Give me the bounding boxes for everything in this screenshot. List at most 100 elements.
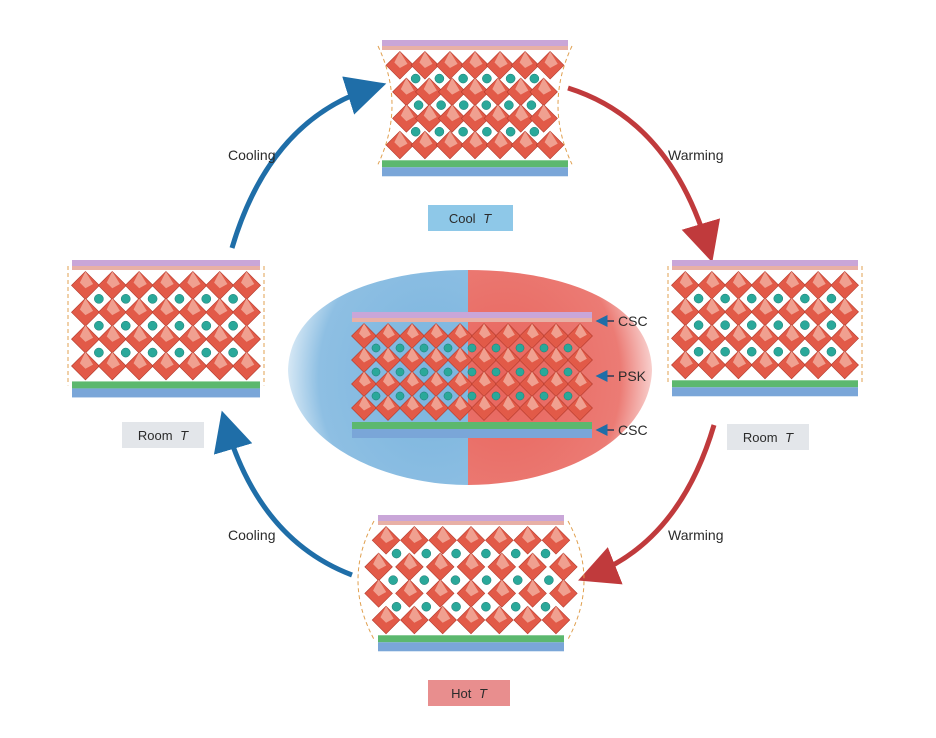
octahedron-highlight (187, 325, 201, 342)
strain-guide-left (357, 520, 375, 640)
octahedron-highlight (419, 131, 433, 148)
cation (443, 367, 453, 377)
cation (371, 367, 381, 377)
cation (505, 73, 516, 84)
octahedron-highlight (465, 606, 479, 623)
octahedron-highlight (214, 325, 228, 342)
octahedron-highlight (494, 131, 508, 148)
octahedron-highlight (383, 395, 395, 411)
cation (147, 320, 158, 331)
cation (720, 346, 730, 357)
octahedron-highlight (527, 347, 539, 363)
octahedron-highlight (106, 325, 120, 342)
octahedron-highlight (373, 553, 387, 570)
octahedron-highlight (515, 104, 529, 122)
octahedron-highlight (380, 606, 394, 623)
octahedron-highlight (503, 371, 515, 387)
top-contact-layer (672, 266, 858, 270)
cation (451, 548, 461, 559)
cation (419, 343, 429, 353)
state-tag-cool: Cool T (428, 205, 513, 231)
transport-layer (672, 380, 858, 388)
cation (147, 294, 158, 304)
cation (458, 126, 468, 137)
octahedron-highlight (551, 371, 563, 387)
cation (228, 294, 238, 304)
device-room-right (667, 260, 863, 397)
cation (451, 601, 461, 612)
octahedron-highlight (527, 323, 539, 339)
octahedron-highlight (214, 298, 228, 316)
octahedron-highlight (493, 526, 507, 544)
octahedron-highlight (732, 324, 747, 342)
octahedron-highlight (706, 298, 720, 315)
cation (458, 73, 468, 84)
cation (419, 575, 430, 585)
octahedron-highlight (444, 131, 458, 148)
octahedron-highlight (679, 271, 693, 289)
cation (174, 347, 185, 358)
octahedron-highlight (557, 553, 571, 570)
cation (482, 126, 492, 137)
cation (410, 73, 421, 84)
octahedron-highlight (133, 352, 147, 369)
octahedron-highlight (455, 371, 467, 387)
cation (529, 126, 540, 137)
octahedron-highlight (786, 324, 800, 342)
cation (563, 367, 573, 377)
octahedron-highlight (812, 324, 826, 342)
octahedron-highlight (544, 131, 558, 148)
cation (510, 548, 521, 559)
cation (94, 320, 104, 331)
octahedron-highlight (455, 323, 467, 339)
octahedron-highlight (359, 371, 371, 387)
cation (512, 575, 523, 585)
octahedron-highlight (431, 371, 443, 387)
octahedron-highlight (759, 351, 773, 368)
octahedron-highlight (519, 131, 533, 148)
octahedron-highlight (839, 271, 853, 289)
octahedron-highlight (538, 78, 552, 95)
strain-guide-right (567, 520, 585, 640)
state-tag-cool-word: Cool (449, 211, 476, 226)
cation (94, 347, 104, 358)
cation (491, 391, 501, 401)
cation (482, 73, 492, 84)
strain-guide-right (557, 45, 573, 165)
octahedron-highlight (407, 323, 419, 339)
warming-label-top: Warming (668, 147, 724, 163)
octahedron-highlight (407, 371, 419, 387)
cation (467, 391, 477, 401)
octahedron-highlight (759, 298, 773, 315)
svg-text:Room T: Room T (138, 428, 189, 443)
cation (491, 367, 501, 377)
cation (120, 294, 131, 304)
top-contact-layer (378, 521, 564, 525)
octahedron-highlight (106, 271, 120, 289)
octahedron-highlight (538, 104, 552, 122)
cation (773, 346, 784, 357)
octahedron-highlight (444, 51, 458, 69)
cooling-label-top: Cooling (228, 147, 275, 163)
octahedron-highlight (400, 104, 414, 122)
octahedron-highlight (408, 526, 422, 544)
cation (443, 343, 453, 353)
octahedron-highlight (400, 78, 414, 95)
octahedron-highlight (240, 325, 255, 342)
octahedron-highlight (492, 78, 506, 95)
cation (826, 320, 837, 330)
octahedron-highlight (503, 395, 515, 411)
cation (720, 320, 730, 330)
octahedron-highlight (214, 352, 228, 369)
octahedron-highlight (160, 325, 174, 342)
cation (388, 575, 398, 585)
top-electrode-layer (378, 515, 564, 521)
octahedron-highlight (575, 371, 587, 387)
cation (467, 367, 477, 377)
cation (773, 293, 784, 304)
device-center (351, 312, 593, 438)
cation (201, 347, 212, 358)
cation (481, 575, 492, 585)
callout-top-csc: CSC (618, 313, 648, 329)
cation (720, 293, 730, 304)
